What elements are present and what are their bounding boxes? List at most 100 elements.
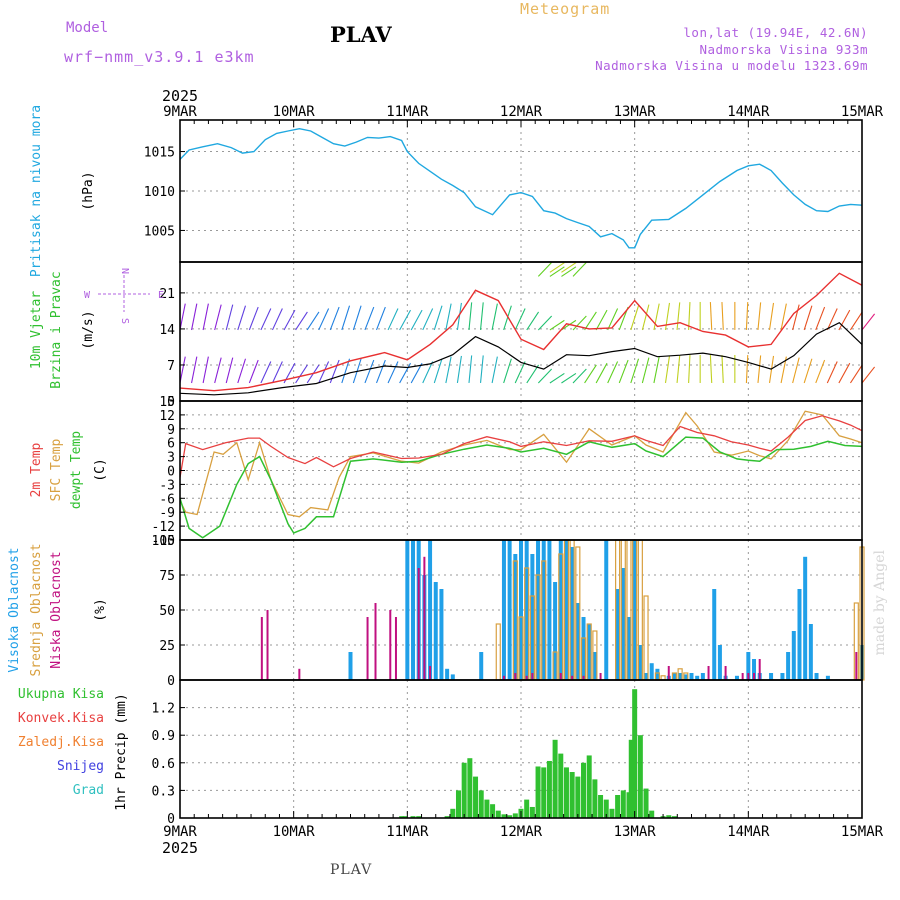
wind-barb [630,358,640,384]
wind-barb [653,303,660,331]
x-tick-label-bottom: 12MAR [500,824,543,840]
wind-barb [422,361,434,384]
high-cloud-bar [746,652,751,680]
precip-bar [592,779,598,818]
precip-bar [410,816,416,818]
precip-bar [581,762,587,818]
x-tick-label-top: 14MAR [727,104,770,120]
cloud-unit-label: (%) [93,598,108,621]
pressure-line [179,127,863,249]
compass-east: E [158,290,164,301]
precip-bar [455,790,461,818]
low-cloud-bar [417,568,420,680]
low-cloud-bar [667,666,670,680]
precip-bar [575,776,581,818]
precip-bar [529,806,535,818]
precip-bar [603,799,609,818]
high-cloud-bar [445,668,450,680]
high-cloud-bar [752,659,757,680]
wind-barb [826,361,838,384]
high-cloud-bar [405,540,410,680]
wind-barb [676,302,681,331]
high-cloud-bar [632,540,637,680]
precip-bar [444,816,450,818]
wind-barb [468,302,473,331]
precip-bar [598,795,604,818]
wind-barb [792,304,800,331]
low-cloud-bar [531,673,534,680]
wind-barb [549,266,565,277]
wind-barb [191,303,198,331]
wind-barb [306,311,320,331]
high-cloud-bar [626,617,631,680]
temp2m-label: 2m Temp [29,442,44,497]
precip-legend-0: Ukupna Kisa [18,687,104,702]
wind-barb [225,304,234,331]
wind-barb [861,313,876,331]
pressure-unit-label: (hPa) [81,171,96,210]
wind-barb [271,361,283,384]
wind-barb [295,364,308,384]
wind-barb [399,309,411,331]
high-cloud-bar [507,540,512,680]
high-cloud-label: Visoka Oblacnost [7,547,22,672]
wind-barb [653,356,660,384]
low-cloud-bar [429,666,432,680]
wind-barb [237,305,247,331]
precip-bar [586,755,592,818]
wind-barb [179,303,186,331]
panel-labels: Ukupna Kisa Konvek.Kisa Zaledj.Kisa Snijeg G… [7,105,129,811]
wind-gust-line [179,272,863,392]
high-cloud-bar [581,617,586,680]
precip-bar [666,815,672,818]
x-tick-label-bottom: 15MAR [841,824,884,840]
wind-barb [387,361,399,384]
wind-barb [664,302,671,331]
precip-bar [569,772,575,818]
wind-barb [491,356,498,384]
y-tick-label: 75 [159,569,175,584]
high-cloud-bar [450,674,455,680]
wind-barb [561,319,577,331]
wind-barb [688,355,691,384]
wind-barb [849,364,863,384]
wind-barb [549,319,565,331]
wind-barb [503,358,512,384]
grid-lines [180,120,862,819]
precip-legend-1: Konvek.Kisa [18,711,104,726]
wind-barb [537,262,553,277]
high-cloud-bar [553,582,558,680]
high-cloud-bar [439,589,444,680]
x-tick-label-bottom: 14MAR [727,824,770,840]
low-cloud-bar [423,556,426,680]
wind-barb [248,306,259,331]
precip-bar [524,799,530,818]
wind-barb [318,361,330,384]
low-cloud-bar [366,617,369,680]
high-cloud-bar [712,589,717,680]
y-tick-label: 0.6 [152,757,175,772]
low-cloud-label: Niska Oblacnost [49,551,64,668]
low-cloud-bar [747,673,750,680]
high-cloud-bar [717,645,722,680]
wind-barb [225,357,234,384]
y-tick-label: -15 [152,534,175,549]
high-cloud-bar [638,645,643,680]
x-tick-label-top: 12MAR [500,104,543,120]
precip-legend-2: Zaledj.Kisa [18,735,104,750]
precip-bar [563,767,569,818]
wind-barb [757,355,762,384]
wind-barb [329,359,340,384]
wind-barb [745,355,749,384]
wind-barb [260,308,272,331]
wind-barb [792,357,800,384]
precip-bar [558,753,564,818]
wind-barb [202,303,209,331]
wind-barb [757,302,762,331]
low-cloud-bar [758,659,761,680]
wind-barb [537,368,553,384]
precip-bar [643,788,649,818]
precip-bar [541,767,547,818]
wind-barb [456,302,462,331]
